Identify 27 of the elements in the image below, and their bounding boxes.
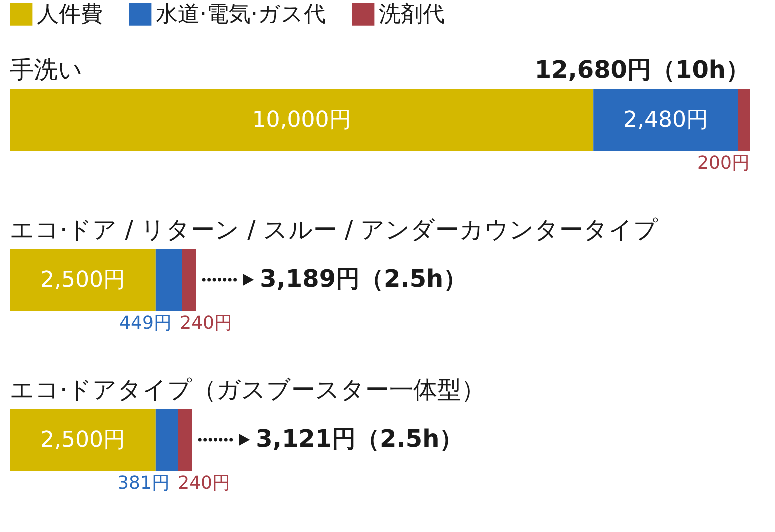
- total-label: 3,121円（2.5h）: [256, 425, 464, 453]
- total-label: 12,680円（10h）: [534, 56, 750, 84]
- data-label: 10,000円: [252, 108, 352, 133]
- bar: [156, 249, 182, 311]
- data-label: 200円: [698, 153, 750, 174]
- legend-label: 洗剤代: [379, 2, 445, 28]
- bar: [10, 409, 156, 471]
- data-label: 2,500円: [40, 268, 126, 293]
- data-label: 381円: [118, 473, 170, 494]
- legend-label: 水道·電気·ガス代: [156, 2, 326, 28]
- data-label: 449円: [120, 313, 172, 334]
- data-label: 2,500円: [40, 428, 126, 453]
- y-tick-label: エコ·ドア / リターン / スルー / アンダーカウンタータイプ: [10, 216, 659, 244]
- bar: [10, 249, 156, 311]
- data-label: 2,480円: [623, 108, 708, 133]
- bar: [738, 89, 750, 151]
- total-label: 3,189円（2.5h）: [260, 265, 468, 293]
- y-tick-label: 手洗い: [10, 56, 83, 84]
- bar: [156, 409, 178, 471]
- bar: [594, 89, 738, 151]
- bar: [10, 89, 594, 151]
- bar: [182, 249, 196, 311]
- data-label: 240円: [180, 313, 232, 334]
- data-label: 240円: [178, 473, 230, 494]
- y-tick-label: エコ·ドアタイプ（ガスブースター一体型）: [10, 376, 486, 404]
- legend-label: 人件費: [37, 2, 103, 28]
- bar: [178, 409, 192, 471]
